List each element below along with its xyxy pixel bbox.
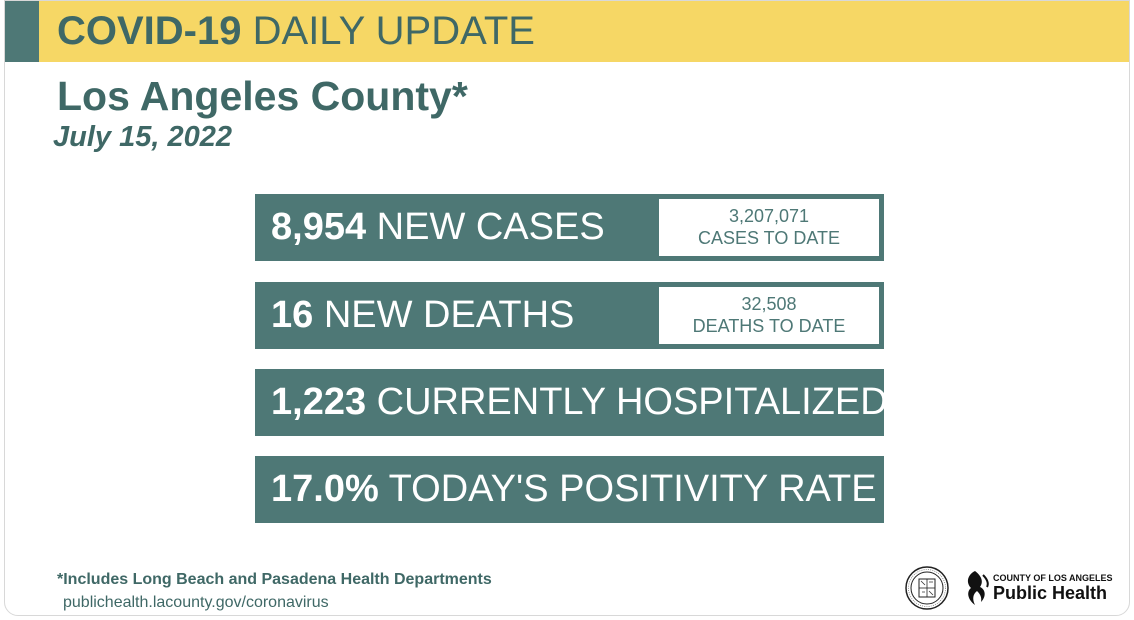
stat-main: 16 NEW DEATHS <box>271 282 574 349</box>
page-title: COVID-19 DAILY UPDATE <box>57 7 535 55</box>
todate-value: 3,207,071 <box>728 206 810 226</box>
deaths-to-date-box: 32,508 DEATHS TO DATE <box>659 287 879 344</box>
title-bold: COVID-19 <box>57 9 242 53</box>
banner-accent-bar <box>5 1 39 62</box>
stat-label: NEW DEATHS <box>323 294 575 336</box>
stat-positivity-rate: 17.0% TODAY'S POSITIVITY RATE <box>255 456 884 523</box>
public-health-logo-icon <box>967 571 989 605</box>
stat-hospitalized: 1,223 CURRENTLY HOSPITALIZED <box>255 369 888 436</box>
logo-public-health-text: Public Health <box>993 583 1108 603</box>
stat-value: 16 <box>271 294 314 336</box>
stat-value: 8,954 <box>271 206 367 248</box>
cases-to-date-box: 3,207,071 CASES TO DATE <box>659 199 879 256</box>
county-heading: Los Angeles County* <box>57 73 468 119</box>
stat-label: TODAY'S POSITIVITY RATE <box>388 468 877 510</box>
stat-value: 17.0% <box>271 468 379 510</box>
todate-label: CASES TO DATE <box>697 228 841 248</box>
logo-county-text: COUNTY OF LOS ANGELES <box>993 573 1113 583</box>
stat-new-cases: 8,954 NEW CASES 3,207,071 CASES TO DATE <box>255 194 884 261</box>
county-seal-icon <box>905 566 949 610</box>
stat-new-deaths: 16 NEW DEATHS 32,508 DEATHS TO DATE <box>255 282 884 349</box>
update-card: COVID-19 DAILY UPDATE Los Angeles County… <box>4 0 1130 616</box>
todate-label: DEATHS TO DATE <box>692 316 846 336</box>
stat-main: 8,954 NEW CASES <box>271 194 605 261</box>
stat-label: NEW CASES <box>376 206 605 248</box>
title-light: DAILY UPDATE <box>252 9 535 53</box>
source-link[interactable]: publichealth.lacounty.gov/coronavirus <box>63 594 329 611</box>
todate-value: 32,508 <box>741 294 797 314</box>
report-date: July 15, 2022 <box>53 121 232 153</box>
title-banner: COVID-19 DAILY UPDATE <box>5 1 1129 62</box>
stat-value: 1,223 <box>271 381 367 423</box>
stat-main: 1,223 CURRENTLY HOSPITALIZED <box>271 369 888 436</box>
footnote: *Includes Long Beach and Pasadena Health… <box>57 571 492 588</box>
stat-label: CURRENTLY HOSPITALIZED <box>376 381 888 423</box>
stat-main: 17.0% TODAY'S POSITIVITY RATE <box>271 456 877 523</box>
